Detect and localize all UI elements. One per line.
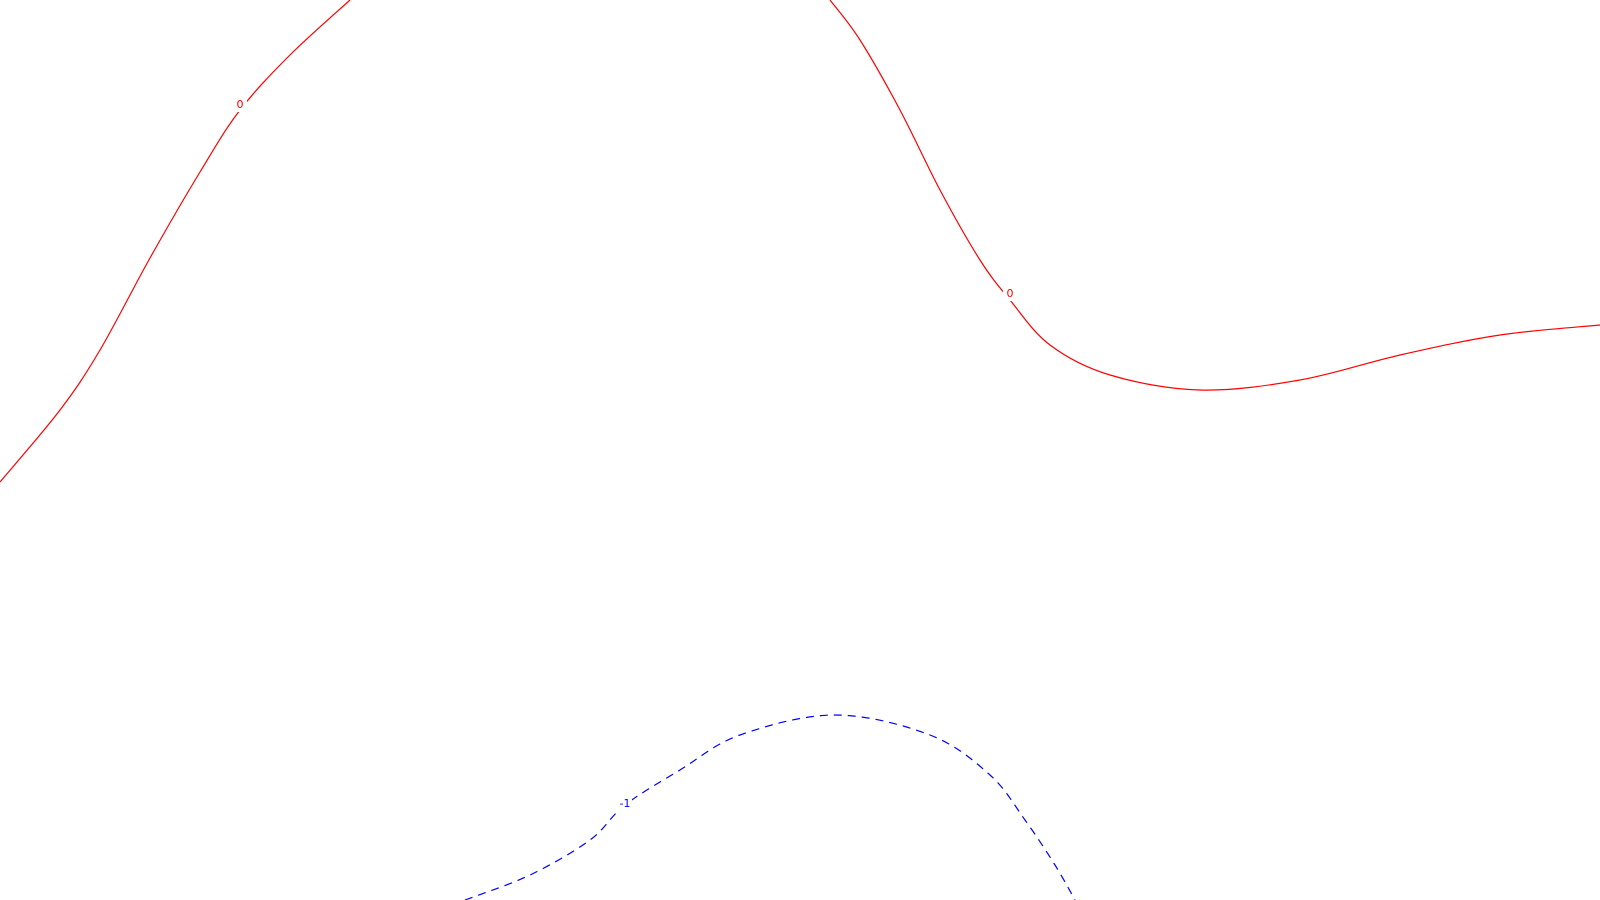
contour-label-background <box>233 98 247 112</box>
contour-label-background <box>1003 287 1017 301</box>
contour-label-background <box>618 797 632 811</box>
contour-label-layer: 0 0 -1 <box>233 98 1017 811</box>
contour-label-0-0: 0 <box>237 98 244 111</box>
contour-label-0-1: 0 <box>1007 287 1014 300</box>
contour-line-level-minus-1-segment-0 <box>464 714 1076 900</box>
contour-label-minus-1-0: -1 <box>620 797 631 810</box>
contour-line-level-0-segment-1 <box>829 0 1600 391</box>
contour-line-level-0-segment-0 <box>0 0 351 483</box>
